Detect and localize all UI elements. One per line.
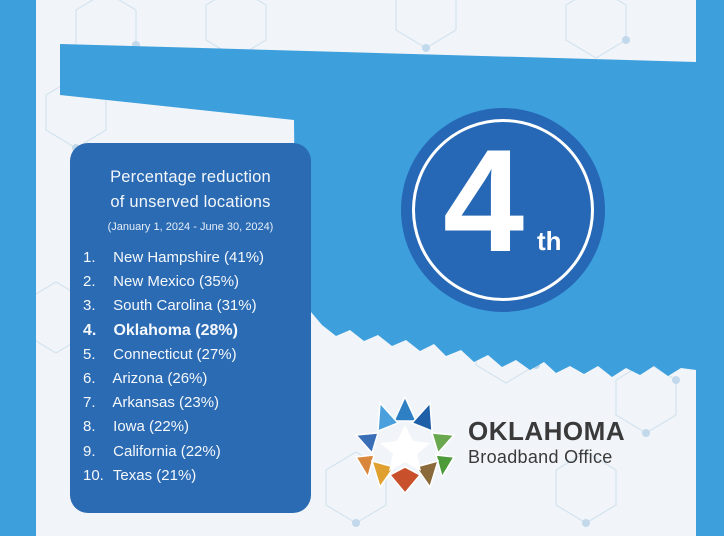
- card-title: Percentage reduction: [110, 168, 271, 186]
- rank-number: 9.: [83, 442, 96, 460]
- rank-number: 6.: [83, 369, 96, 387]
- rank-list: 1. New Hampshire (41%) 2. New Mexico (35…: [83, 249, 264, 491]
- rank-number: 10.: [83, 466, 104, 484]
- rank-number: 7.: [83, 394, 96, 412]
- ranking-card: Percentage reduction of unserved locatio…: [70, 143, 311, 513]
- infographic: Percentage reduction of unserved locatio…: [36, 0, 696, 536]
- list-item: 8. Iowa (22%): [83, 418, 264, 442]
- card-title: of unserved locations: [110, 193, 271, 211]
- org-logo-text: OKLAHOMA Broadband Office: [468, 417, 625, 469]
- state-label: Texas (21%): [112, 466, 197, 484]
- state-label: New Hampshire (41%): [113, 249, 265, 266]
- state-label: California (22%): [113, 442, 221, 460]
- state-label: New Mexico (35%): [113, 273, 240, 291]
- rank-number: 4.: [83, 321, 97, 339]
- list-item: 5. Connecticut (27%): [83, 346, 264, 370]
- rank-badge: 4 th: [401, 108, 605, 312]
- list-item: 6. Arizona (26%): [83, 370, 264, 394]
- badge-number: 4: [443, 119, 525, 282]
- list-item-highlighted: 4. Oklahoma (28%): [83, 322, 264, 346]
- rank-number: 8.: [83, 418, 96, 436]
- state-label: South Carolina (31%): [113, 297, 257, 315]
- state-label: Arizona (26%): [112, 369, 208, 387]
- list-item: 3. South Carolina (31%): [83, 297, 264, 321]
- rank-number: 5.: [83, 345, 96, 363]
- rank-number: 2.: [83, 273, 96, 291]
- list-item: 1. New Hampshire (41%): [83, 249, 264, 273]
- list-item: 9. California (22%): [83, 443, 264, 467]
- list-item: 7. Arkansas (23%): [83, 394, 264, 418]
- rank-number: 3.: [83, 297, 96, 315]
- list-item: 2. New Mexico (35%): [83, 273, 264, 297]
- logo-title: OKLAHOMA: [468, 416, 626, 446]
- state-label: Connecticut (27%): [113, 345, 237, 363]
- state-label: Arkansas (23%): [112, 394, 220, 412]
- list-item: 10. Texas (21%): [83, 467, 264, 491]
- badge-suffix: th: [537, 226, 562, 256]
- rank-number: 1.: [83, 249, 96, 266]
- logo-subtitle: Broadband Office: [468, 447, 613, 467]
- oklahoma-broadband-star-icon: [354, 395, 456, 495]
- badge-ring: [412, 119, 594, 301]
- state-label: Oklahoma (28%): [113, 321, 238, 339]
- state-label: Iowa (22%): [113, 418, 190, 436]
- card-subtitle: (January 1, 2024 - June 30, 2024): [107, 221, 274, 233]
